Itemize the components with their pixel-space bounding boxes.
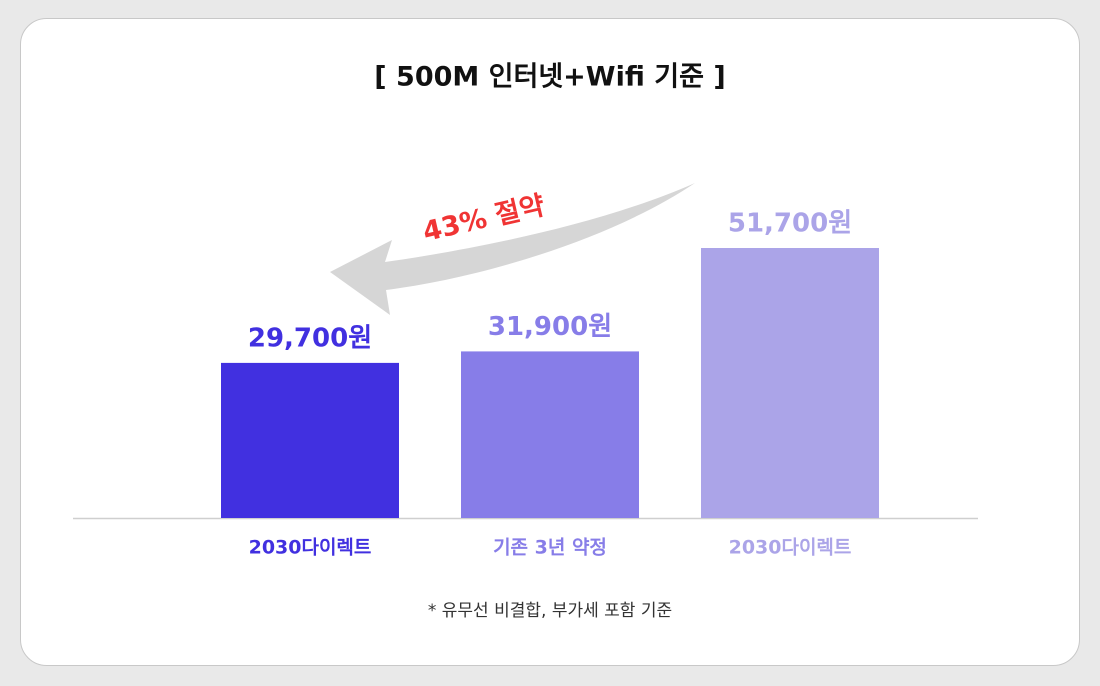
- savings-arrow: [330, 183, 695, 315]
- bar: [221, 362, 399, 518]
- bar: [701, 248, 879, 518]
- value-label: 29,700원: [248, 323, 372, 353]
- chart-title: [ 500M 인터넷+Wifi 기준 ]: [374, 62, 725, 93]
- bar: [461, 351, 639, 518]
- x-tick-label: 2030다이렉트: [249, 537, 372, 559]
- value-label: 51,700원: [728, 209, 852, 239]
- card: [20, 18, 1080, 666]
- x-tick-label: 기존 3년 약정: [493, 537, 607, 559]
- x-tick-label: 2030다이렉트: [729, 537, 852, 559]
- value-label: 31,900원: [488, 312, 612, 342]
- footnote: * 유무선 비결합, 부가세 포함 기준: [428, 601, 672, 621]
